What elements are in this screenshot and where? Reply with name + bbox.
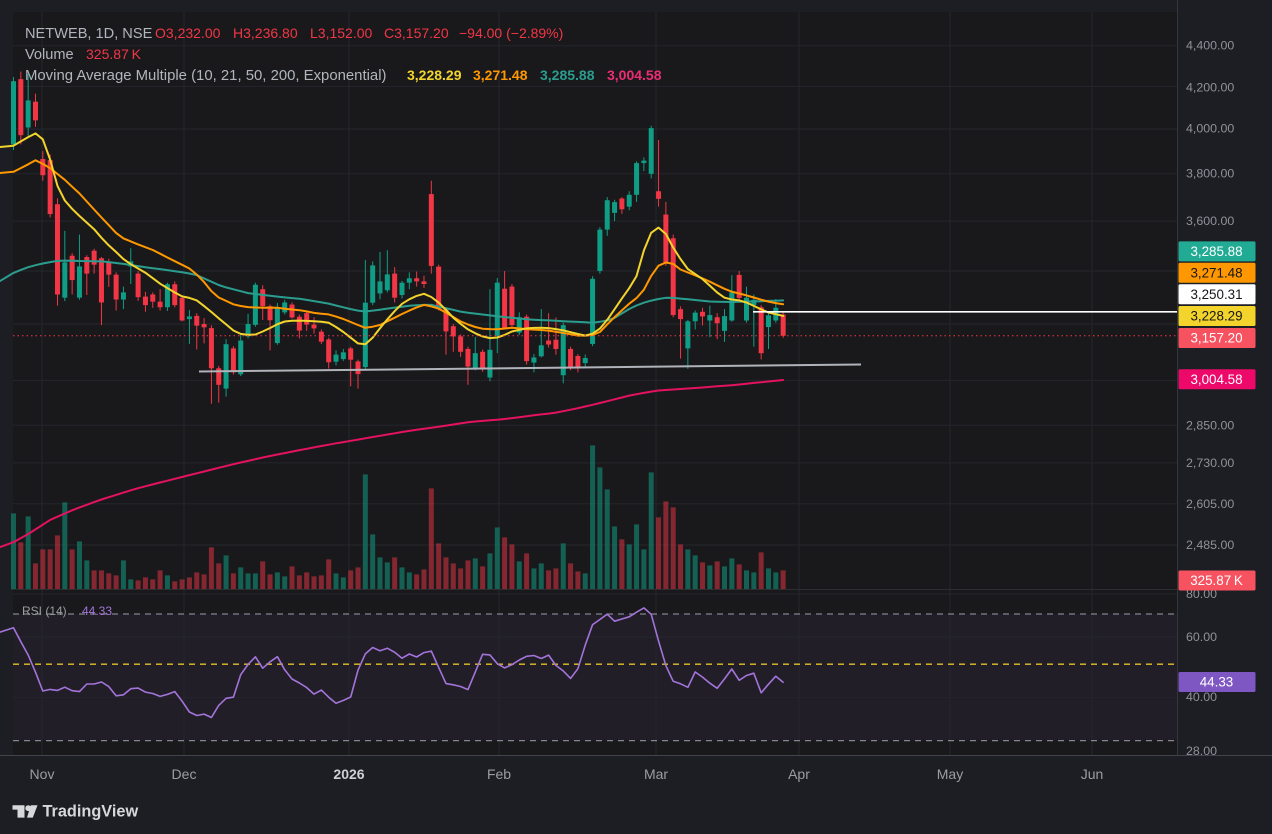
svg-text:O3,232.00: O3,232.00 (155, 25, 221, 41)
svg-text:May: May (937, 766, 963, 782)
svg-text:3,004.58: 3,004.58 (607, 67, 662, 83)
svg-text:325.87 K: 325.87 K (1190, 573, 1243, 588)
svg-text:4,200.00: 4,200.00 (1186, 80, 1234, 94)
svg-text:Apr: Apr (788, 766, 810, 782)
svg-text:Dec: Dec (172, 766, 197, 782)
svg-text:Jun: Jun (1081, 766, 1104, 782)
svg-text:60.00: 60.00 (1186, 630, 1217, 644)
svg-text:2,850.00: 2,850.00 (1186, 418, 1234, 432)
svg-text:325.87 K: 325.87 K (86, 46, 142, 62)
svg-text:3,228.29: 3,228.29 (407, 67, 462, 83)
svg-text:3,800.00: 3,800.00 (1186, 167, 1234, 181)
svg-text:3,285.88: 3,285.88 (1190, 244, 1242, 259)
svg-text:2,730.00: 2,730.00 (1186, 456, 1234, 470)
svg-text:3,228.29: 3,228.29 (1190, 309, 1242, 324)
svg-text:40.00: 40.00 (1186, 690, 1217, 704)
svg-text:3,157.20: 3,157.20 (1190, 331, 1242, 346)
svg-text:RSI (14): RSI (14) (22, 604, 67, 618)
svg-text:Feb: Feb (487, 766, 511, 782)
svg-text:3,271.48: 3,271.48 (1190, 265, 1242, 280)
svg-text:2,605.00: 2,605.00 (1186, 497, 1234, 511)
svg-text:−94.00 (−2.89%): −94.00 (−2.89%) (459, 25, 563, 41)
svg-text:3,600.00: 3,600.00 (1186, 214, 1234, 228)
svg-text:Volume: Volume (25, 47, 74, 63)
svg-text:4,400.00: 4,400.00 (1186, 39, 1234, 53)
svg-text:3,004.58: 3,004.58 (1190, 372, 1242, 387)
svg-text:44.33: 44.33 (1200, 675, 1234, 690)
svg-text:3,285.88: 3,285.88 (540, 67, 595, 83)
svg-text:3,271.48: 3,271.48 (473, 67, 528, 83)
svg-text:44.33: 44.33 (82, 604, 112, 618)
svg-text:Nov: Nov (30, 766, 55, 782)
svg-text:C3,157.20: C3,157.20 (384, 25, 449, 41)
svg-text:28.00: 28.00 (1186, 744, 1217, 758)
svg-text:4,000.00: 4,000.00 (1186, 122, 1234, 136)
svg-text:2026: 2026 (333, 766, 364, 782)
svg-text:NETWEB, 1D, NSE: NETWEB, 1D, NSE (25, 26, 153, 42)
svg-text:L3,152.00: L3,152.00 (310, 25, 372, 41)
svg-text:H3,236.80: H3,236.80 (233, 25, 298, 41)
svg-text:3,250.31: 3,250.31 (1190, 287, 1242, 302)
svg-text:Mar: Mar (644, 766, 668, 782)
svg-text:2,485.00: 2,485.00 (1186, 538, 1234, 552)
svg-text:Moving Average Multiple (10, 2: Moving Average Multiple (10, 21, 50, 200… (25, 68, 387, 84)
svg-text:TradingView: TradingView (43, 803, 139, 821)
